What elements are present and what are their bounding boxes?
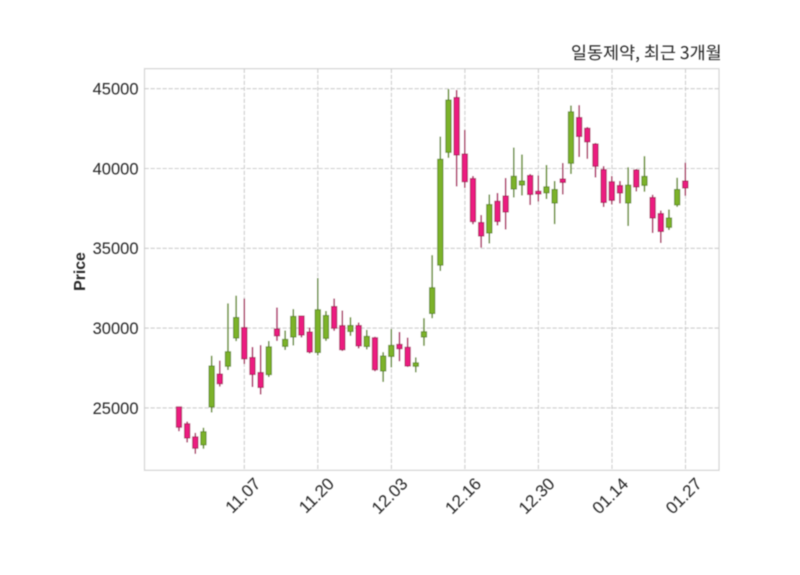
svg-text:35000: 35000 — [93, 240, 139, 258]
svg-text:40000: 40000 — [93, 160, 139, 178]
svg-text:Price: Price — [72, 252, 89, 291]
svg-text:45000: 45000 — [93, 81, 139, 99]
svg-text:25000: 25000 — [93, 400, 139, 418]
svg-text:30000: 30000 — [93, 320, 139, 338]
